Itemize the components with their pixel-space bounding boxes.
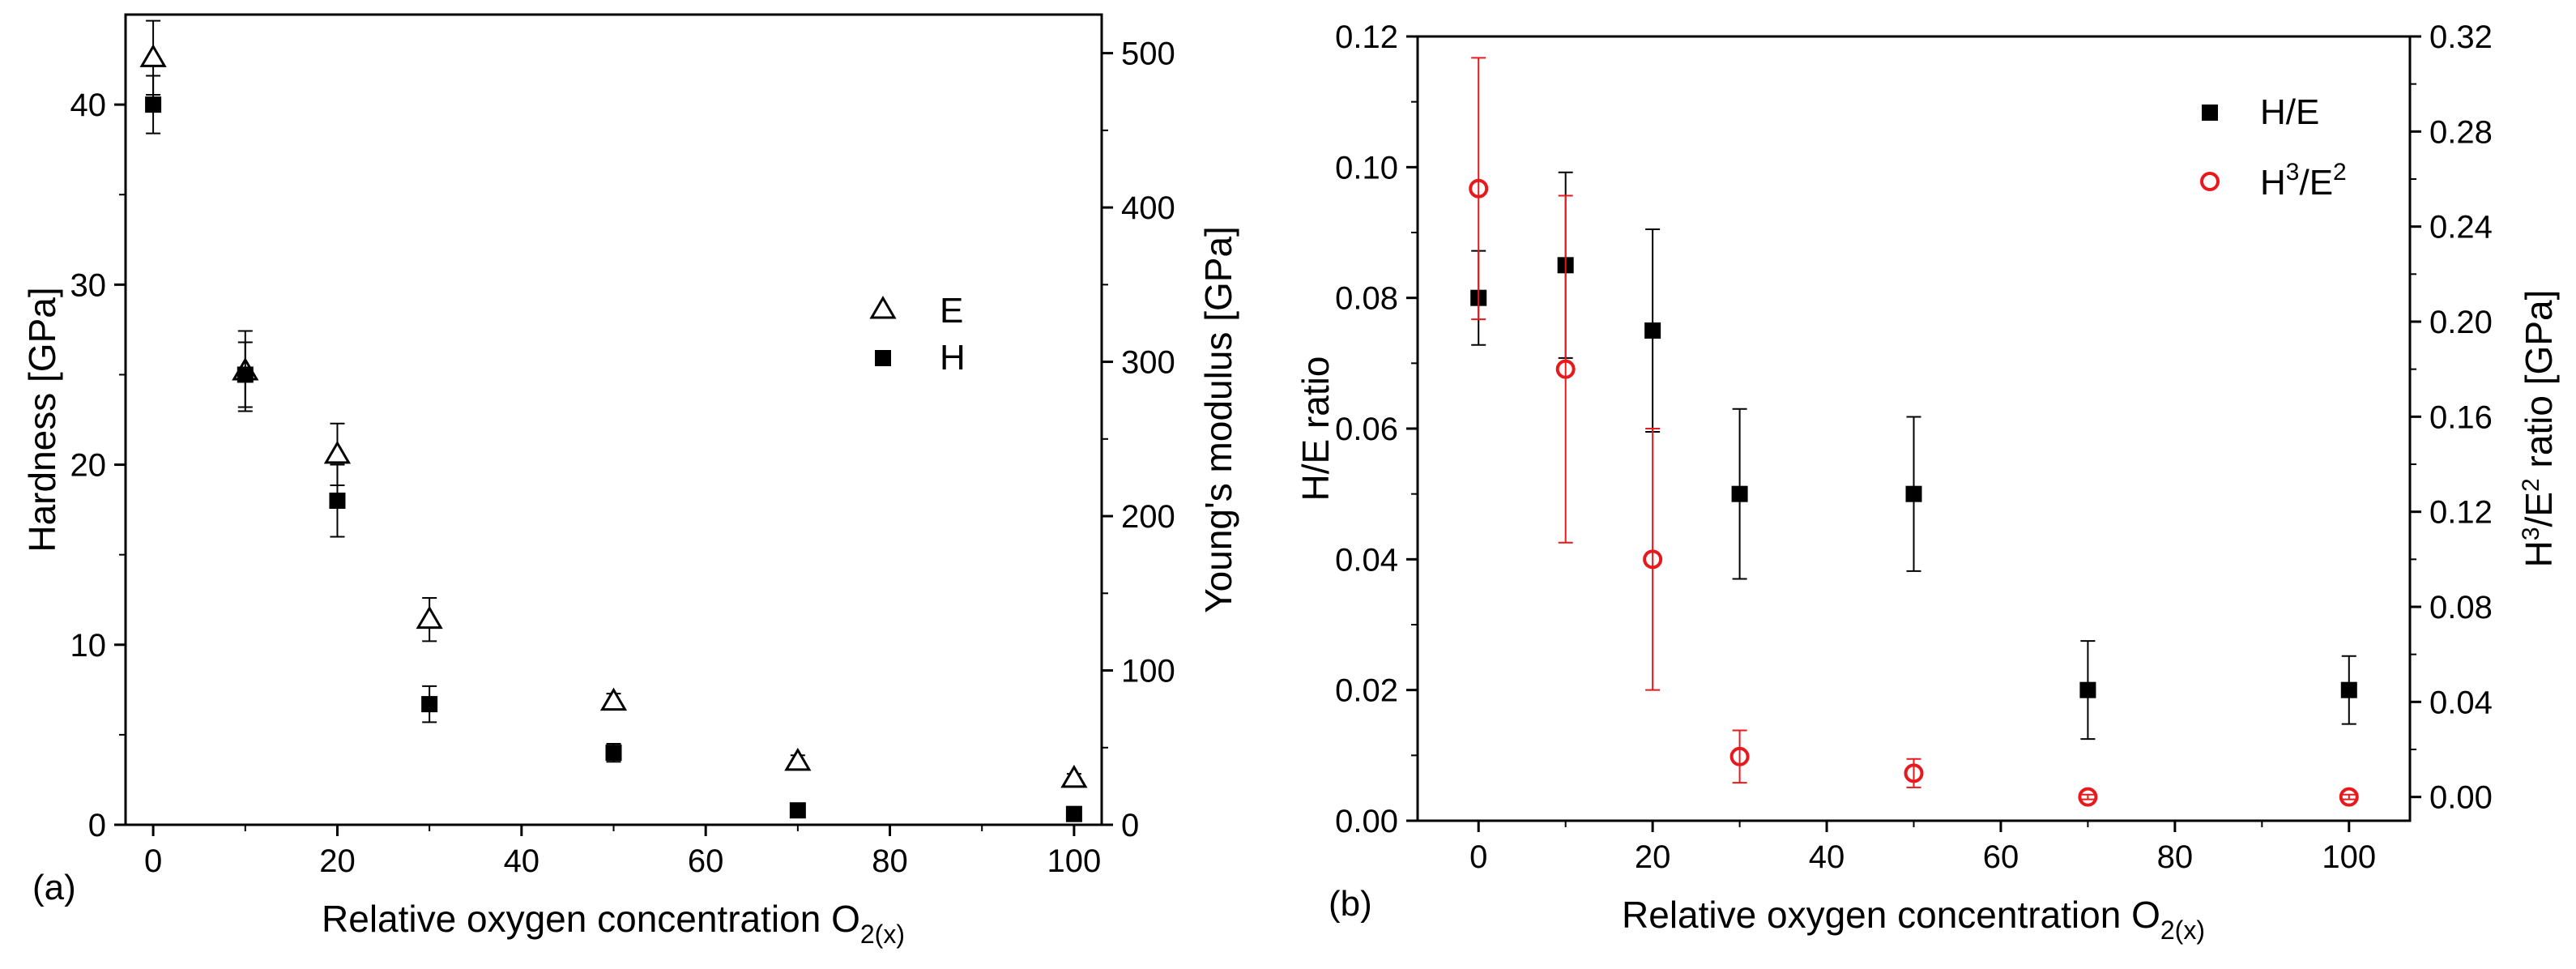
x-tick-label: 60	[688, 843, 724, 879]
legend-marker-e	[869, 296, 897, 319]
x-tick-label: 20	[1635, 839, 1671, 875]
legend-label-h3e2: H3/E2	[2260, 159, 2347, 203]
y-right-tick-label: 0.12	[2429, 495, 2493, 531]
data-point-h	[145, 96, 162, 113]
data-point-h	[789, 802, 806, 819]
y-right-tick-label: 100	[1121, 654, 1175, 689]
legend-label-e: E	[940, 291, 963, 331]
y-left-tick-label: 0	[88, 808, 106, 843]
y-right-tick-label: 200	[1121, 499, 1175, 535]
data-point-e	[139, 44, 167, 67]
y-right-tick-label: 0.16	[2429, 399, 2493, 435]
data-point-e	[1060, 764, 1088, 788]
x-tick-label: 40	[1809, 839, 1845, 875]
y-right-tick-label: 300	[1121, 345, 1175, 381]
y-left-tick-label: 0.02	[1335, 673, 1398, 709]
y-right-tick-label: 0.08	[2429, 590, 2493, 625]
x-tick-label: 40	[504, 843, 540, 879]
data-point-he	[1644, 322, 1661, 339]
y-right-tick-label: 0	[1121, 808, 1139, 843]
data-point-h3e2	[1643, 549, 1663, 570]
x-tick-label: 60	[1983, 839, 2019, 875]
x-tick-label: 0	[1469, 839, 1487, 875]
data-point-h3e2	[1555, 359, 1576, 379]
y-axis-right-b: 0.00 0.04 0.08 0.12 0.16 0.20 0.24 0.28 0.32	[2410, 19, 2493, 816]
y-left-tick-label: 0.08	[1335, 281, 1398, 317]
data-point-h	[605, 745, 622, 762]
x-tick-label: 80	[2157, 839, 2194, 875]
panel-label-b: (b)	[1329, 884, 1372, 924]
data-point-he	[2340, 681, 2357, 698]
y-right-tick-label: 0.20	[2429, 305, 2493, 340]
x-axis-b: 0 20 40 60 80 100	[1469, 821, 2376, 875]
data-point-he	[1905, 485, 1922, 502]
y-left-tick-label: 40	[70, 88, 107, 123]
x-axis-title-a: Relative oxygen concentration O2(x)	[322, 898, 905, 949]
data-marks-a	[139, 19, 1088, 822]
data-point-h	[237, 366, 254, 383]
data-point-h3e2	[1469, 178, 1489, 198]
data-point-e	[416, 605, 443, 630]
y-left-tick-label: 0.10	[1335, 150, 1398, 186]
data-point-he	[1731, 485, 1748, 502]
data-point-h3e2	[1729, 746, 1750, 766]
data-point-he	[2079, 681, 2096, 698]
x-tick-label: 100	[2322, 839, 2376, 875]
y-axis-left-b: 0.00 0.02 0.04 0.06 0.08 0.10 0.12	[1335, 19, 1418, 839]
y-axis-title-right-b: H3/E2 ratio [GPa]	[2518, 290, 2560, 568]
y-right-tick-label: 0.00	[2429, 780, 2493, 816]
x-tick-label: 20	[319, 843, 356, 879]
legend-a: E H	[869, 291, 966, 378]
y-right-tick-label: 0.28	[2429, 114, 2493, 150]
y-left-tick-label: 0.00	[1335, 804, 1398, 839]
panel-b: 0 20 40 60 80 100 0.00 0.02 0.04 0.06 0.08 0.10 0.1…	[1294, 19, 2560, 945]
y-axis-title-right-a: Young's modulus [GPa]	[1197, 226, 1239, 613]
x-axis-title-b: Relative oxygen concentration O2(x)	[1622, 894, 2205, 945]
y-left-tick-label: 20	[70, 448, 107, 484]
y-axis-title-left-b: H/E ratio	[1294, 356, 1337, 502]
data-point-h	[421, 696, 438, 713]
legend-marker-h	[875, 350, 891, 366]
y-left-tick-label: 0.04	[1335, 542, 1398, 578]
legend-marker-h3e2	[2200, 172, 2220, 191]
legend-label-he: H/E	[2260, 92, 2319, 132]
x-tick-label: 0	[144, 843, 162, 879]
data-point-h3e2	[2339, 787, 2359, 807]
y-left-tick-label: 10	[70, 628, 107, 664]
x-tick-label: 80	[872, 843, 908, 879]
y-axis-title-left-a: Hardness [GPa]	[21, 287, 63, 552]
data-point-e	[784, 747, 812, 771]
x-axis-a: 0 20 40 60 80 100	[144, 825, 1101, 879]
data-point-e	[323, 440, 352, 464]
legend-label-h: H	[940, 338, 966, 378]
legend-marker-he	[2202, 105, 2218, 121]
data-point-h3e2	[1904, 763, 1924, 783]
data-point-h	[1065, 805, 1082, 822]
y-right-tick-label: 0.32	[2429, 19, 2493, 55]
data-point-e	[599, 687, 628, 711]
y-right-tick-label: 0.04	[2429, 685, 2493, 720]
data-marks-b	[1469, 57, 2359, 807]
data-point-h	[329, 493, 346, 509]
y-left-tick-label: 30	[70, 267, 107, 303]
panel-label-a: (a)	[32, 868, 76, 907]
y-right-tick-label: 0.24	[2429, 210, 2493, 245]
y-left-tick-label: 0.12	[1335, 19, 1398, 55]
y-axis-left-a: 0 10 20 30 40	[70, 88, 126, 843]
y-left-tick-label: 0.06	[1335, 412, 1398, 447]
legend-b: H/E H3/E2	[2200, 92, 2347, 203]
data-point-h3e2	[2078, 787, 2098, 807]
y-right-tick-label: 400	[1121, 190, 1175, 226]
x-tick-label: 100	[1047, 843, 1102, 879]
y-axis-right-a: 0 100 200 300 400 500	[1102, 36, 1175, 843]
y-right-tick-label: 500	[1121, 36, 1175, 72]
